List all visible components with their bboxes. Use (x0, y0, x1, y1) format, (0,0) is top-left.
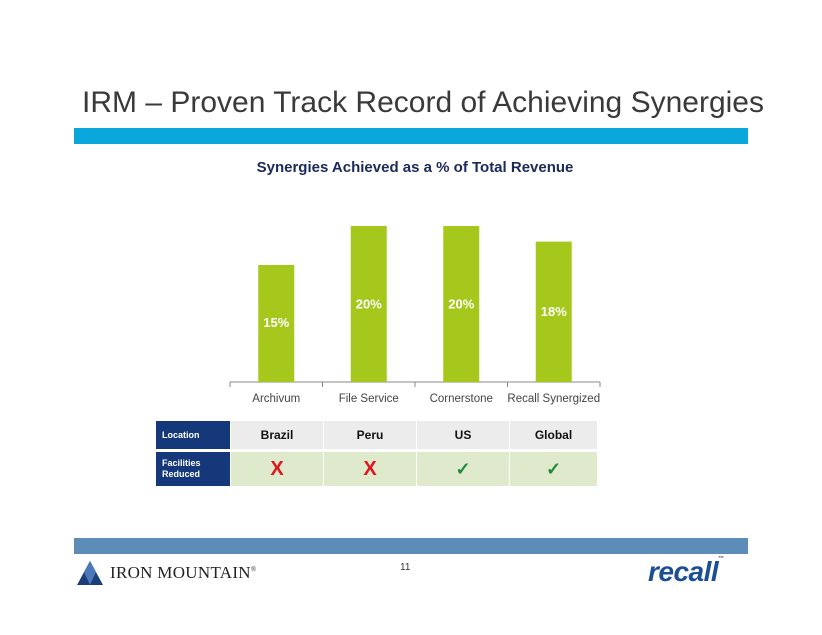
iron-mountain-logo: IRON MOUNTAIN® (76, 560, 257, 586)
bar-cornerstone (443, 226, 480, 382)
bar-chart: 15% Archivum 20% File Service 20% Cornerstone… (229, 226, 601, 405)
facilities-reduced-header: Facilities Reduced (156, 452, 230, 486)
bar-file-service (350, 226, 387, 382)
facilities-cell-peru: X (324, 452, 416, 486)
bar-archivum (258, 265, 295, 382)
bar-data-label: 18% (541, 304, 567, 319)
location-cell-global: Global (510, 421, 597, 449)
chart-title: Synergies Achieved as a % of Total Reven… (256, 159, 574, 176)
page-number: 11 (400, 562, 411, 573)
category-label: Recall Synergized (507, 393, 600, 405)
recall-logo: recall™ (648, 556, 724, 587)
location-header: Location (156, 421, 230, 449)
slide-title: IRM – Proven Track Record of Achieving S… (82, 86, 764, 119)
location-cell-us: US (417, 421, 509, 449)
category-label: Archivum (252, 393, 300, 405)
mountain-icon (77, 561, 103, 585)
footer-bar (74, 538, 748, 554)
bar-data-label: 20% (356, 297, 382, 312)
bar-data-label: 20% (448, 297, 474, 312)
category-label: Cornerstone (430, 393, 493, 405)
title-underline-bar (74, 128, 748, 144)
facilities-cell-us: ✓ (417, 452, 509, 486)
facilities-cell-global: ✓ (510, 452, 597, 486)
location-cell-peru: Peru (324, 421, 416, 449)
iron-mountain-wordmark: IRON MOUNTAIN® (110, 563, 257, 582)
location-cell-brazil: Brazil (231, 421, 323, 449)
bar-recall-synergized (535, 241, 572, 382)
facilities-cell-brazil: X (231, 452, 323, 486)
category-label: File Service (339, 393, 399, 405)
bar-data-label: 15% (263, 315, 289, 330)
